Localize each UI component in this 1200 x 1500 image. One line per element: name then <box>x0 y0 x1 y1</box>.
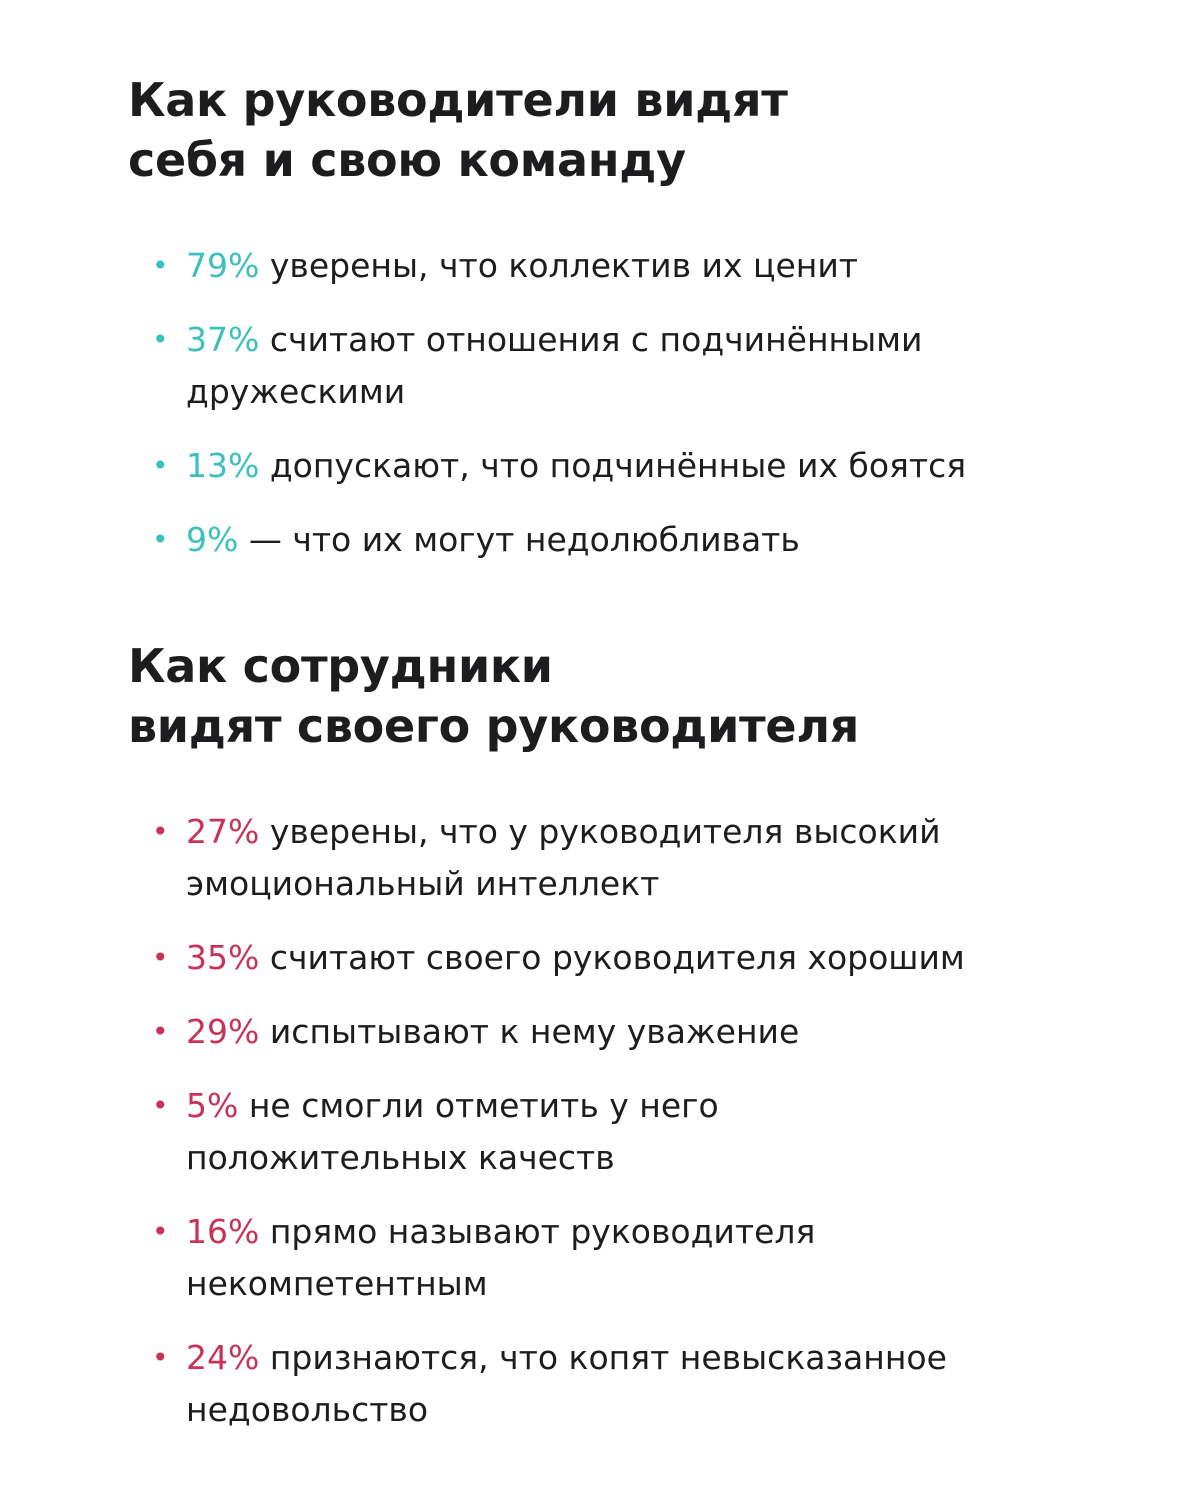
managers-list: • 79% уверены, что коллектив их ценит • 37… <box>128 240 1088 566</box>
item-text: уверены, что коллектив их ценит <box>259 246 859 285</box>
bullet-icon: • <box>152 249 169 282</box>
section-managers-title: Как руководители видят себя и свою коман… <box>128 70 1088 190</box>
item-text: считают своего руководителя хорошим <box>259 938 965 977</box>
percent-value: 5% <box>186 1086 239 1125</box>
section-employees-title-line1: Как сотрудники <box>128 639 553 693</box>
item-text: уверены, что у руководителя высокий эмоц… <box>186 812 941 903</box>
list-item: • 24% признаются, что копят невысказанное… <box>128 1332 1066 1436</box>
bullet-icon: • <box>152 815 169 848</box>
item-text: прямо называют руководителя некомпетентн… <box>186 1212 816 1303</box>
list-item: • 13% допускают, что подчинённые их боятс… <box>128 440 1088 492</box>
item-text: допускают, что подчинённые их боятся <box>259 446 967 485</box>
bullet-icon: • <box>152 941 169 974</box>
bullet-icon: • <box>152 1089 169 1122</box>
bullet-icon: • <box>152 323 169 356</box>
bullet-icon: • <box>152 1341 169 1374</box>
list-item: • 16% прямо называют руководителя некомпе… <box>128 1206 966 1310</box>
percent-value: 16% <box>186 1212 260 1251</box>
percent-value: 79% <box>186 246 260 285</box>
bullet-icon: • <box>152 1015 169 1048</box>
item-text: не смогли отметить у него положительных … <box>186 1086 719 1177</box>
bullet-icon: • <box>152 1215 169 1248</box>
section-managers: Как руководители видят себя и свою коман… <box>128 70 1088 588</box>
section-employees-title: Как сотрудники видят своего руководителя <box>128 636 1088 756</box>
list-item: • 29% испытывают к нему уважение <box>128 1006 1088 1058</box>
percent-value: 24% <box>186 1338 260 1377</box>
section-employees: Как сотрудники видят своего руководителя… <box>128 636 1088 1458</box>
percent-value: 27% <box>186 812 260 851</box>
percent-value: 9% <box>186 520 239 559</box>
list-item: • 5% не смогли отметить у него положитель… <box>128 1080 886 1184</box>
bullet-icon: • <box>152 523 169 556</box>
list-item: • 27% уверены, что у руководителя высокий… <box>128 806 1046 910</box>
item-text: считают отношения с подчинёнными дружеск… <box>186 320 923 411</box>
item-text: — что их могут недолюбливать <box>238 520 800 559</box>
list-item: • 37% считают отношения с подчинёнными др… <box>128 314 1046 418</box>
section-employees-title-line2: видят своего руководителя <box>128 699 859 753</box>
list-item: • 79% уверены, что коллектив их ценит <box>128 240 1088 292</box>
employees-list: • 27% уверены, что у руководителя высокий… <box>128 806 1088 1436</box>
item-text: испытывают к нему уважение <box>259 1012 800 1051</box>
section-managers-title-line1: Как руководители видят <box>128 73 788 127</box>
percent-value: 29% <box>186 1012 260 1051</box>
percent-value: 37% <box>186 320 260 359</box>
list-item: • 9% — что их могут недолюбливать <box>128 514 1088 566</box>
item-text: признаются, что копят невысказанное недо… <box>186 1338 947 1429</box>
list-item: • 35% считают своего руководителя хорошим <box>128 932 1088 984</box>
percent-value: 13% <box>186 446 260 485</box>
bullet-icon: • <box>152 449 169 482</box>
section-managers-title-line2: себя и свою команду <box>128 133 686 187</box>
percent-value: 35% <box>186 938 260 977</box>
